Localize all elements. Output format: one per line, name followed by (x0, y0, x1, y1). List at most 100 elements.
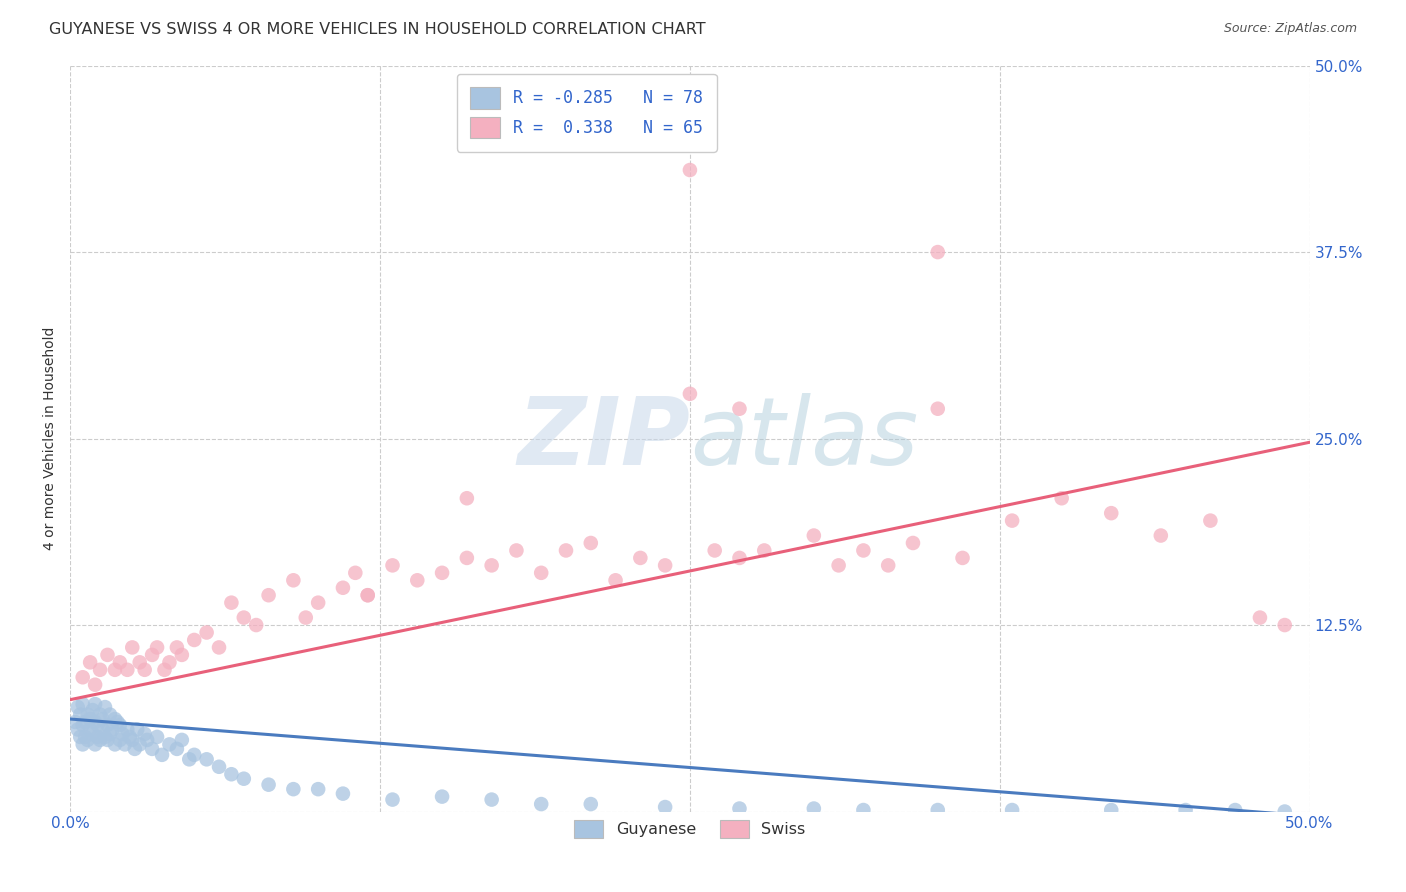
Point (66, 723, 89, 737)
Point (104, 738, 127, 752)
Point (96, 718, 118, 732)
Point (72, 718, 94, 732)
Point (111, 727, 134, 741)
Point (89, 663, 111, 677)
Point (1001, 803, 1024, 817)
Point (927, 245, 949, 260)
Point (128, 656, 150, 670)
Point (481, 792, 503, 806)
Point (1099, 506, 1122, 520)
Point (221, 767, 243, 781)
Point (1174, 803, 1197, 817)
Point (91, 723, 114, 737)
Point (96, 733, 118, 747)
Point (75, 730, 97, 744)
Point (1150, 528, 1173, 542)
Point (141, 648, 163, 662)
Point (75, 714, 97, 729)
Point (679, 163, 702, 178)
Point (82, 703, 104, 717)
Point (86, 730, 108, 744)
Point (257, 588, 280, 602)
Point (679, 386, 702, 401)
Point (245, 618, 267, 632)
Point (159, 656, 181, 670)
Point (430, 566, 453, 580)
Point (703, 543, 725, 558)
Point (406, 574, 429, 588)
Point (118, 730, 141, 744)
Point (146, 640, 169, 655)
Point (579, 797, 602, 811)
Point (628, 550, 651, 565)
Point (159, 738, 181, 752)
Point (827, 558, 849, 573)
Point (294, 610, 316, 624)
Point (84, 697, 107, 711)
Point (381, 792, 404, 806)
Text: Source: ZipAtlas.com: Source: ZipAtlas.com (1223, 22, 1357, 36)
Point (89, 707, 111, 722)
Point (66, 700, 89, 714)
Point (108, 656, 131, 670)
Point (1274, 805, 1296, 819)
Y-axis label: 4 or more Vehicles in Household: 4 or more Vehicles in Household (44, 326, 58, 550)
Point (94, 730, 117, 744)
Point (117, 723, 139, 737)
Point (456, 550, 478, 565)
Point (79, 712, 101, 726)
Point (1249, 610, 1271, 624)
Point (79, 656, 101, 670)
Point (728, 401, 751, 416)
Point (654, 800, 676, 814)
Point (153, 663, 176, 677)
Point (84, 714, 107, 729)
Point (65, 714, 87, 729)
Point (1050, 491, 1073, 506)
Point (901, 536, 924, 550)
Point (72, 697, 94, 711)
Point (86, 718, 108, 732)
Point (146, 730, 169, 744)
Point (232, 610, 254, 624)
Point (108, 733, 131, 747)
Point (332, 581, 354, 595)
Point (124, 742, 146, 756)
Point (150, 747, 173, 762)
Point (927, 803, 949, 817)
Point (72, 670, 94, 684)
Point (481, 558, 503, 573)
Point (803, 801, 825, 815)
Point (430, 789, 453, 804)
Point (117, 663, 139, 677)
Point (69, 707, 91, 722)
Point (121, 640, 143, 655)
Point (108, 718, 131, 732)
Point (101, 723, 124, 737)
Point (91, 712, 114, 726)
Point (134, 727, 156, 741)
Point (96, 648, 118, 662)
Point (114, 738, 136, 752)
Point (179, 752, 201, 766)
Point (69, 730, 91, 744)
Point (1001, 514, 1024, 528)
Point (283, 782, 305, 797)
Point (84, 738, 107, 752)
Point (357, 588, 380, 602)
Point (283, 574, 305, 588)
Point (344, 566, 367, 580)
Point (195, 752, 218, 766)
Point (1099, 803, 1122, 817)
Point (1199, 514, 1222, 528)
Point (128, 738, 150, 752)
Point (605, 574, 627, 588)
Point (98, 707, 121, 722)
Point (134, 663, 156, 677)
Point (98, 727, 121, 741)
Point (104, 663, 127, 677)
Point (530, 797, 553, 811)
Point (1223, 803, 1246, 817)
Point (803, 528, 825, 542)
Point (357, 588, 380, 602)
